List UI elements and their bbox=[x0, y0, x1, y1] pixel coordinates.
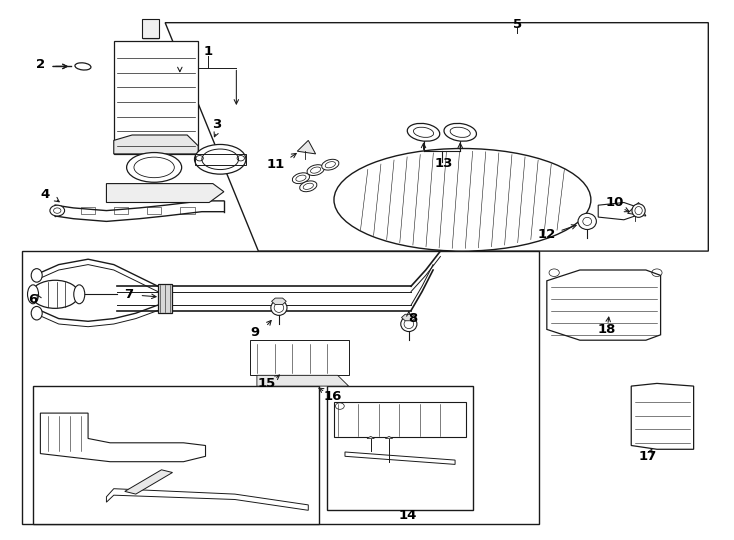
Polygon shape bbox=[125, 470, 172, 494]
Polygon shape bbox=[257, 375, 349, 386]
Ellipse shape bbox=[401, 316, 417, 332]
Text: 7: 7 bbox=[124, 288, 133, 301]
Polygon shape bbox=[106, 184, 224, 202]
Ellipse shape bbox=[578, 213, 596, 230]
Bar bbox=[22, 251, 539, 524]
Ellipse shape bbox=[31, 280, 79, 308]
Text: 10: 10 bbox=[606, 196, 625, 209]
Text: 4: 4 bbox=[41, 188, 50, 201]
Text: 5: 5 bbox=[513, 18, 522, 31]
Text: 6: 6 bbox=[29, 293, 37, 306]
Polygon shape bbox=[598, 202, 635, 220]
Polygon shape bbox=[142, 19, 159, 38]
Text: 11: 11 bbox=[266, 158, 284, 171]
Ellipse shape bbox=[334, 148, 591, 251]
Text: 3: 3 bbox=[212, 118, 221, 131]
Ellipse shape bbox=[31, 268, 43, 282]
Text: 8: 8 bbox=[408, 312, 417, 325]
Ellipse shape bbox=[307, 165, 324, 176]
Bar bbox=[250, 340, 349, 375]
Polygon shape bbox=[158, 284, 172, 313]
Text: 16: 16 bbox=[323, 390, 342, 403]
Ellipse shape bbox=[632, 204, 645, 217]
Ellipse shape bbox=[73, 285, 84, 303]
Polygon shape bbox=[114, 40, 198, 154]
Ellipse shape bbox=[28, 285, 39, 303]
Text: 18: 18 bbox=[597, 323, 616, 336]
Text: 1: 1 bbox=[203, 45, 212, 58]
Polygon shape bbox=[345, 452, 455, 464]
Ellipse shape bbox=[31, 307, 43, 320]
Text: 13: 13 bbox=[435, 157, 454, 170]
Polygon shape bbox=[40, 413, 206, 462]
Ellipse shape bbox=[195, 144, 246, 174]
Ellipse shape bbox=[271, 300, 287, 315]
Ellipse shape bbox=[321, 159, 339, 170]
Text: 17: 17 bbox=[639, 450, 656, 463]
Polygon shape bbox=[401, 314, 416, 321]
Ellipse shape bbox=[292, 173, 310, 184]
Circle shape bbox=[50, 205, 65, 216]
Bar bbox=[33, 386, 319, 524]
Bar bbox=[327, 386, 473, 510]
Text: 12: 12 bbox=[538, 228, 556, 241]
Polygon shape bbox=[385, 436, 393, 438]
Polygon shape bbox=[628, 202, 646, 216]
Ellipse shape bbox=[444, 123, 476, 141]
Ellipse shape bbox=[126, 152, 181, 183]
Polygon shape bbox=[631, 383, 694, 449]
Ellipse shape bbox=[299, 181, 317, 192]
Text: 15: 15 bbox=[258, 377, 276, 390]
Polygon shape bbox=[367, 436, 374, 438]
Polygon shape bbox=[547, 270, 661, 340]
Polygon shape bbox=[297, 140, 316, 154]
Ellipse shape bbox=[407, 123, 440, 141]
Polygon shape bbox=[114, 135, 198, 154]
Polygon shape bbox=[272, 298, 286, 305]
Text: 2: 2 bbox=[36, 58, 45, 71]
Polygon shape bbox=[106, 489, 308, 510]
Text: 14: 14 bbox=[398, 509, 417, 522]
Bar bbox=[334, 402, 466, 437]
Text: 9: 9 bbox=[251, 326, 260, 339]
